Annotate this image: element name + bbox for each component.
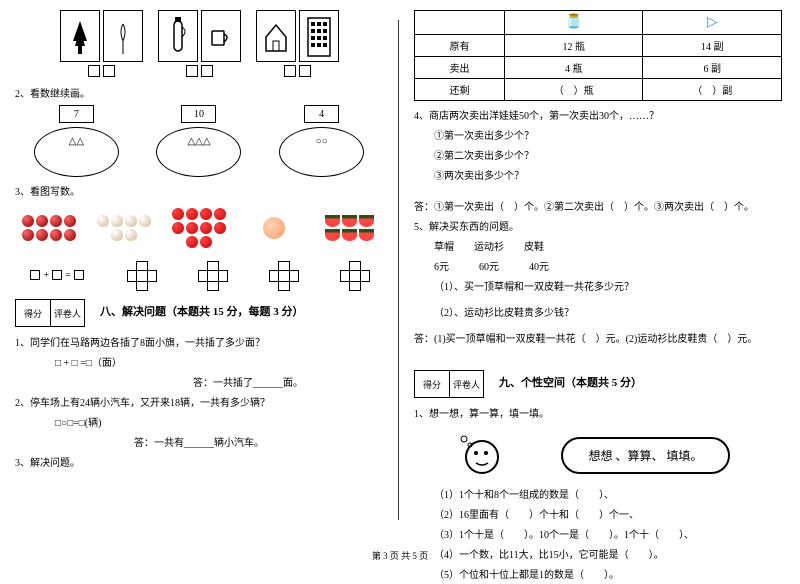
thinking-head-icon (454, 427, 504, 477)
frame-cup (201, 10, 241, 62)
q5-1: （1）、买一顶草帽和一双皮鞋一共花多少元？ (434, 280, 782, 296)
fruit-grid (15, 203, 383, 253)
grader-label: 评卷人 (50, 299, 85, 327)
right-column: 🫙 ▷ 原有 12 瓶 14 副 卖出 4 瓶 6 副 还剩 （ ）瓶 （ ）副… (399, 0, 797, 545)
ovals-row: 7 △△ 10 △△△ 4 ○○ (15, 105, 383, 177)
q4-3: ③两次卖出多少个？ (434, 169, 782, 185)
ink-icon: 🫙 (565, 15, 582, 30)
section-8-title: 八、解决问题（本题共 15 分，每题 3 分） (100, 303, 304, 319)
q9-item-3: （3）1个十是（ ）。10个一是（ ）。1个十（ ）、 (434, 528, 782, 544)
row-original-c1: 12 瓶 (504, 35, 643, 57)
q4-ans: 答：①第一次卖出（ ）个。②第二次卖出（ ）个。③两次卖出（ ）个。 (414, 200, 782, 216)
q2-label: 2、看数继续画。 (15, 85, 383, 100)
th-ink-icon: 🫙 (504, 11, 643, 35)
oval-1: △△ (34, 127, 119, 177)
q8-1-eq: □ + □ =□（面） (55, 356, 383, 372)
oval-num-2: 10 (181, 105, 216, 123)
left-column: 2、看数继续画。 7 △△ 10 △△△ 4 ○○ 3、看图写数。 (0, 0, 398, 545)
fruit-strawberries (165, 203, 232, 253)
oval-2: △△△ (156, 127, 241, 177)
q5-items: 草帽 运动衫 皮鞋 (434, 240, 782, 256)
row-remain-c2: （ ）副 (643, 79, 782, 101)
oval-num-1: 7 (59, 105, 94, 123)
frame-thermos (158, 10, 198, 62)
q4-2: ②第二次卖出多少个？ (434, 149, 782, 165)
q4: 4、商店两次卖出洋娃娃50个，第一次卖出30个，……？ (414, 109, 782, 125)
th-blank (415, 11, 505, 35)
q4-1: ①第一次卖出多少个？ (434, 129, 782, 145)
oval-num-3: 4 (304, 105, 339, 123)
score-box-9: 得分 评卷人 (414, 370, 484, 398)
row-sold-label: 卖出 (415, 57, 505, 79)
row-sold-c2: 6 副 (643, 57, 782, 79)
row-remain-c1: （ ）瓶 (504, 79, 643, 101)
inventory-table: 🫙 ▷ 原有 12 瓶 14 副 卖出 4 瓶 6 副 还剩 （ ）瓶 （ ）副 (414, 10, 782, 101)
q8-1-ans: 答：一共插了______面。 (15, 376, 383, 392)
row-sold-c1: 4 瓶 (504, 57, 643, 79)
q8-3: 3、解决问题。 (15, 456, 383, 472)
oval-3: ○○ (279, 127, 364, 177)
q9-item-2: （2）16里面有（ ）个十和（ ）个一、 (434, 508, 782, 524)
fruit-peach (241, 203, 308, 253)
frame-house (256, 10, 296, 62)
fruit-apples (15, 203, 82, 253)
frame-building (299, 10, 339, 62)
th-flag-icon: ▷ (643, 11, 782, 35)
frame-plant (103, 10, 143, 62)
q5-prices: 6元 60元 40元 (434, 260, 782, 276)
flag-icon: ▷ (707, 15, 718, 30)
framed-images-row (15, 10, 383, 77)
score-label: 得分 (15, 299, 50, 327)
q3-label: 3、看图写数。 (15, 183, 383, 198)
q5-ans: 答：(1)买一顶草帽和一双皮鞋一共花（ ）元。(2)运动衫比皮鞋贵（ ）元。 (414, 332, 782, 348)
cross-boxes-row: += (15, 261, 383, 289)
q9-item-5: （5）个位和十位上都是1的数是（ ）。 (434, 568, 782, 584)
q5-2: （2）、运动衫比皮鞋贵多少钱？ (434, 306, 782, 322)
fruit-melons (316, 203, 383, 253)
thought-bubble: 想想 、算算、 填填。 (561, 437, 729, 474)
fruit-garlic (90, 203, 157, 253)
row-remain-label: 还剩 (415, 79, 505, 101)
q8-1: 1、同学们在马路两边各插了8面小旗，一共插了多少面？ (15, 336, 383, 352)
q8-2: 2、停车场上有24辆小汽车，又开来18辆，一共有多少辆？ (15, 396, 383, 412)
q9-1: 1、想一想，算一算，填一填。 (414, 407, 782, 423)
q9-item-1: （1）1个十和8个一组成的数是（ ）、 (434, 488, 782, 504)
grader-label-9: 评卷人 (449, 370, 484, 398)
section-9-title: 九、个性空间（本题共 5 分） (499, 374, 642, 390)
score-box-8: 得分 评卷人 (15, 299, 85, 327)
q8-2-eq: □○□=□(辆) (55, 416, 383, 432)
frame-tree (60, 10, 100, 62)
row-original-c2: 14 副 (643, 35, 782, 57)
row-original-label: 原有 (415, 35, 505, 57)
q5: 5、解决买东西的问题。 (414, 220, 782, 236)
score-label-9: 得分 (414, 370, 449, 398)
q9-item-4: （4）一个数，比11大，比15小，它可能是（ ）。 (434, 548, 782, 564)
q8-2-ans: 答：一共有______辆小汽车。 (15, 436, 383, 452)
